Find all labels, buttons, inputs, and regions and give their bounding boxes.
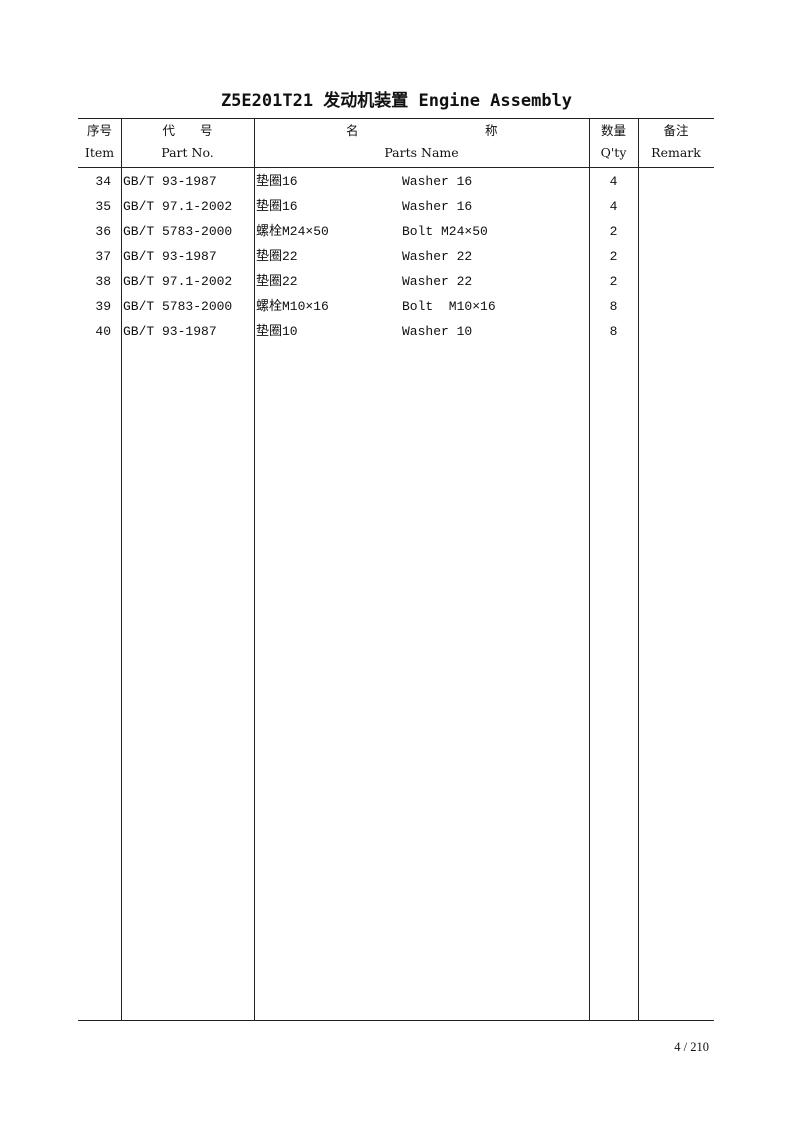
name-cn-cell: 垫圈22 bbox=[256, 249, 298, 264]
header-remark-en: Remark bbox=[651, 145, 701, 160]
header-item: 序号 Item bbox=[78, 120, 121, 164]
qty-cell: 8 bbox=[609, 299, 618, 314]
header-qty: 数量 Q'ty bbox=[589, 120, 638, 164]
table-row: 36 GB/T 5783-2000 螺栓M24×50 Bolt M24×50 2 bbox=[0, 219, 793, 244]
header-part-cn: 代 号 bbox=[162, 123, 213, 138]
header-qty-cn: 数量 bbox=[600, 123, 626, 138]
header-item-cn: 序号 bbox=[86, 123, 112, 138]
qty-cell: 8 bbox=[609, 324, 618, 339]
table-row: 40 GB/T 93-1987 垫圈10 Washer 10 8 bbox=[0, 319, 793, 344]
header-parts-name: 名 称 Parts Name bbox=[254, 120, 589, 164]
table-row: 34 GB/T 93-1987 垫圈16 Washer 16 4 bbox=[0, 169, 793, 194]
part-no-cell: GB/T 5783-2000 bbox=[123, 224, 233, 239]
name-en-cell: Washer 22 bbox=[402, 249, 473, 264]
part-no-cell: GB/T 97.1-2002 bbox=[123, 274, 233, 289]
header-name-cn-2: 称 bbox=[485, 123, 498, 138]
table-row: 38 GB/T 97.1-2002 垫圈22 Washer 22 2 bbox=[0, 269, 793, 294]
header-qty-en: Q'ty bbox=[600, 145, 627, 160]
table-bottom-border bbox=[78, 1020, 714, 1021]
header-item-en: Item bbox=[84, 145, 115, 160]
header-remark-cn: 备注 bbox=[663, 123, 689, 138]
table-row: 35 GB/T 97.1-2002 垫圈16 Washer 16 4 bbox=[0, 194, 793, 219]
part-no-cell: GB/T 93-1987 bbox=[123, 249, 217, 264]
header-part-en: Part No. bbox=[161, 145, 214, 160]
qty-cell: 2 bbox=[609, 249, 618, 264]
column-divider bbox=[121, 118, 122, 1021]
table-row: 39 GB/T 5783-2000 螺栓M10×16 Bolt M10×16 8 bbox=[0, 294, 793, 319]
qty-cell: 4 bbox=[609, 199, 618, 214]
name-cn-cell: 垫圈22 bbox=[256, 274, 298, 289]
name-cn-cell: 垫圈16 bbox=[256, 174, 298, 189]
table-row: 37 GB/T 93-1987 垫圈22 Washer 22 2 bbox=[0, 244, 793, 269]
column-divider bbox=[254, 118, 255, 1021]
item-cell: 36 bbox=[95, 224, 111, 239]
part-no-cell: GB/T 93-1987 bbox=[123, 324, 217, 339]
name-en-cell: Washer 10 bbox=[402, 324, 473, 339]
item-cell: 34 bbox=[95, 174, 111, 189]
page-title: Z5E201T21 发动机装置 Engine Assembly bbox=[220, 91, 573, 111]
item-cell: 40 bbox=[95, 324, 111, 339]
page-number: 4 / 210 bbox=[674, 1040, 709, 1054]
name-en-cell: Washer 22 bbox=[402, 274, 473, 289]
name-en-cell: Bolt M24×50 bbox=[402, 224, 488, 239]
column-divider bbox=[589, 118, 590, 1021]
header-name-en: Parts Name bbox=[384, 145, 459, 160]
item-cell: 37 bbox=[95, 249, 111, 264]
header-remark: 备注 Remark bbox=[638, 120, 714, 164]
header-bottom-border bbox=[78, 167, 714, 168]
item-cell: 38 bbox=[95, 274, 111, 289]
name-cn-cell: 螺栓M24×50 bbox=[256, 224, 329, 239]
qty-cell: 2 bbox=[609, 274, 618, 289]
part-no-cell: GB/T 97.1-2002 bbox=[123, 199, 233, 214]
qty-cell: 2 bbox=[609, 224, 618, 239]
name-cn-cell: 螺栓M10×16 bbox=[256, 299, 329, 314]
name-en-cell: Bolt M10×16 bbox=[402, 299, 496, 314]
part-no-cell: GB/T 5783-2000 bbox=[123, 299, 233, 314]
header-name-cn-1: 名 bbox=[346, 123, 359, 138]
name-cn-cell: 垫圈10 bbox=[256, 324, 298, 339]
column-divider bbox=[638, 118, 639, 1021]
header-part-no: 代 号 Part No. bbox=[121, 120, 254, 164]
name-en-cell: Washer 16 bbox=[402, 174, 473, 189]
name-cn-cell: 垫圈16 bbox=[256, 199, 298, 214]
name-en-cell: Washer 16 bbox=[402, 199, 473, 214]
table-top-border bbox=[78, 118, 714, 119]
item-cell: 39 bbox=[95, 299, 111, 314]
qty-cell: 4 bbox=[609, 174, 618, 189]
item-cell: 35 bbox=[95, 199, 111, 214]
part-no-cell: GB/T 93-1987 bbox=[123, 174, 217, 189]
